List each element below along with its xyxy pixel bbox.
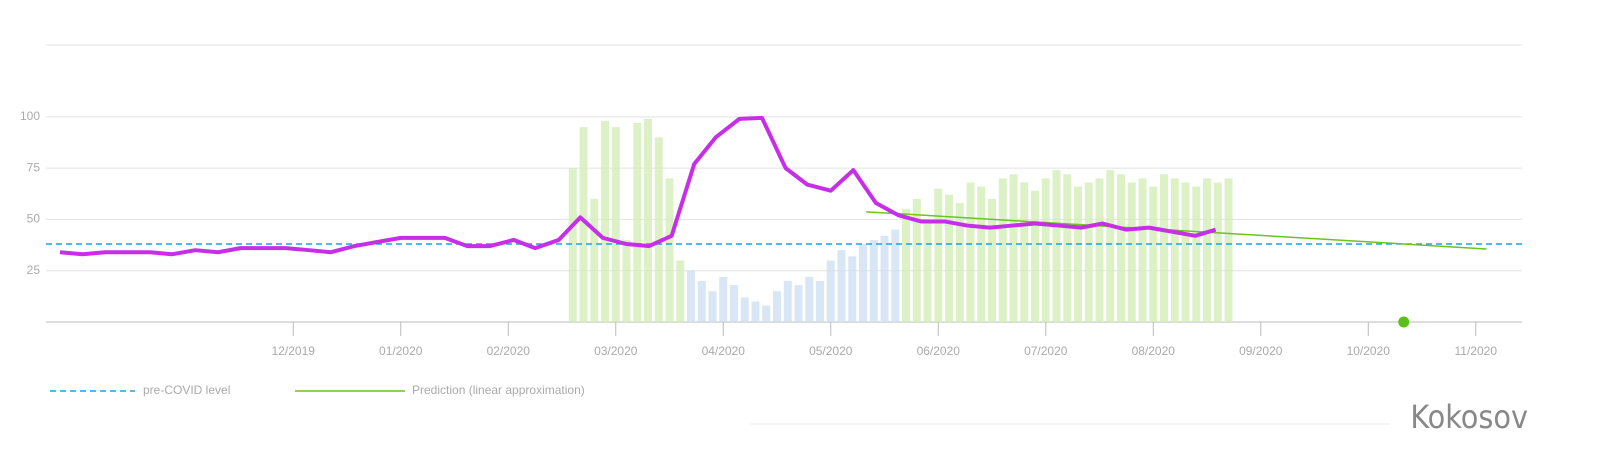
background-bar [912, 198, 921, 322]
background-bar [837, 250, 846, 322]
background-bar [891, 229, 900, 322]
background-bar [1149, 186, 1158, 322]
background-bar [902, 209, 911, 322]
background-bar [966, 182, 975, 322]
background-bar [697, 280, 706, 322]
x-tick-label: 02/2020 [487, 344, 531, 358]
background-bar [826, 260, 835, 322]
background-bar [880, 235, 889, 322]
background-bar [1063, 174, 1072, 322]
background-bar [740, 297, 749, 322]
background-bar [665, 178, 674, 322]
y-tick-label: 50 [27, 212, 41, 226]
legend-label: Prediction (linear approximation) [412, 383, 585, 397]
x-tick-label: 11/2020 [1455, 344, 1498, 358]
background-bar [1009, 174, 1018, 322]
background-bar [719, 276, 728, 322]
background-bar [1041, 178, 1050, 322]
x-tick-label: 06/2020 [917, 344, 961, 358]
x-tick-label: 10/2020 [1347, 344, 1391, 358]
background-bar [783, 280, 792, 322]
background-bar [633, 122, 642, 322]
background-bar [1127, 182, 1136, 322]
background-bar [751, 301, 760, 322]
background-bar [1160, 174, 1169, 322]
x-tick-label: 04/2020 [702, 344, 746, 358]
background-bar [687, 270, 696, 322]
background-bar [1181, 182, 1190, 322]
y-tick-label: 25 [27, 263, 41, 277]
background-bar [644, 118, 653, 322]
background-bar [1213, 182, 1222, 322]
data-line [59, 115, 1217, 257]
background-bar [848, 256, 857, 322]
background-bar [1170, 178, 1179, 322]
background-bar [590, 198, 599, 322]
background-bar [1074, 186, 1083, 322]
background-bar [1192, 186, 1201, 322]
y-tick-label: 100 [20, 109, 40, 123]
x-tick-label: 01/2020 [379, 344, 423, 358]
background-bar [988, 198, 997, 322]
background-bar [923, 219, 932, 322]
background-bar [816, 280, 825, 322]
background-bar [1031, 190, 1040, 322]
background-bar [611, 127, 620, 323]
legend-label: pre-COVID level [143, 383, 230, 397]
background-bar [730, 285, 739, 322]
background-bar [945, 194, 954, 322]
background-bar [1117, 174, 1126, 322]
background-bar [762, 305, 771, 322]
background-bar [1106, 170, 1115, 322]
background-bar [977, 186, 986, 322]
background-bar [773, 291, 782, 322]
background-bar [1224, 178, 1233, 322]
x-tick-label: 12/2019 [272, 344, 316, 358]
background-bar [601, 120, 610, 322]
brand-logo: Kokosov [1410, 398, 1528, 436]
background-bar [676, 260, 685, 322]
background-bar [934, 188, 943, 322]
background-bar [568, 168, 577, 322]
background-bar [955, 202, 964, 322]
x-tick-label: 05/2020 [809, 344, 853, 358]
x-tick-label: 07/2020 [1024, 344, 1068, 358]
x-tick-label: 09/2020 [1239, 344, 1283, 358]
background-bar [1084, 182, 1093, 322]
background-bar [1020, 182, 1029, 322]
background-bar [579, 127, 588, 323]
background-bar [1095, 178, 1104, 322]
background-bar [794, 285, 803, 322]
background-bar [622, 239, 631, 322]
background-bar [805, 276, 814, 322]
x-tick-label: 08/2020 [1132, 344, 1176, 358]
x-tick-label: 03/2020 [594, 344, 638, 358]
background-bar [1203, 178, 1212, 322]
background-bar [1138, 178, 1147, 322]
background-bar [708, 291, 717, 322]
y-tick-label: 75 [27, 160, 41, 174]
background-bar [654, 137, 663, 322]
background-bar [1052, 170, 1061, 322]
background-bar [869, 239, 878, 322]
background-bar [998, 178, 1007, 322]
marker-dot [1398, 316, 1410, 328]
background-bar [859, 244, 868, 322]
